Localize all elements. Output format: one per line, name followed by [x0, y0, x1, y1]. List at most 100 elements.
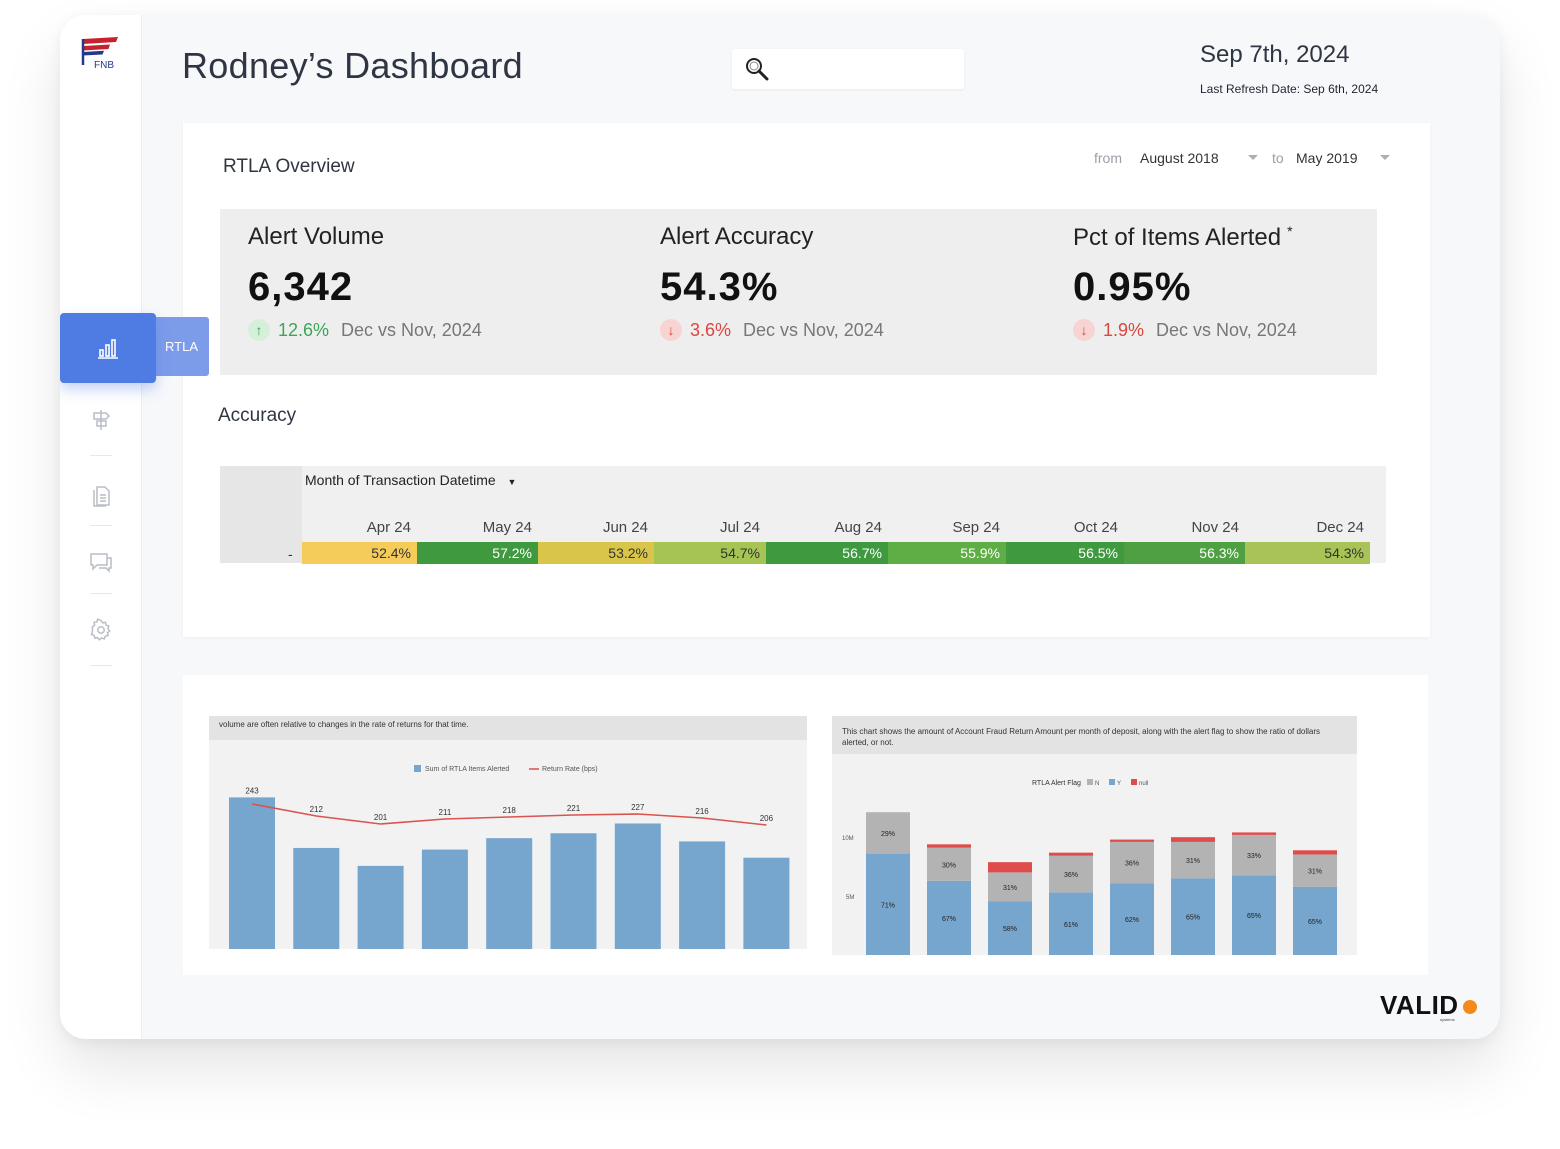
current-date: Sep 7th, 2024	[1200, 41, 1350, 68]
month-header: Apr 24	[366, 519, 411, 536]
data-label: 221	[567, 804, 581, 813]
bar	[421, 849, 468, 949]
legend-label: Sum of RTLA Items Alerted	[425, 766, 509, 773]
y-tick: 10M	[842, 836, 854, 842]
legend-swatch	[1109, 779, 1115, 785]
bar-segment-null	[1232, 832, 1276, 835]
data-label: 36%	[1125, 861, 1139, 868]
kpi-change: 3.6%	[690, 319, 732, 340]
accuracy-cell[interactable]: 56.7%	[766, 542, 888, 564]
to-chevron-down-icon[interactable]	[1380, 155, 1390, 160]
data-label: 67%	[942, 916, 956, 923]
bar-segment-y	[927, 880, 971, 955]
kpi-period: Dec vs Nov, 2024	[341, 319, 482, 340]
last-refresh-date: Last Refresh Date: Sep 6th, 2024	[1200, 82, 1379, 96]
legend-swatch	[1087, 779, 1093, 785]
bar-segment-y	[1293, 886, 1337, 955]
data-label: 36%	[1064, 872, 1078, 879]
accuracy-cell[interactable]: 54.3%	[1245, 542, 1370, 564]
bar-segment-n	[927, 847, 971, 881]
bar-segment-null	[1049, 852, 1093, 856]
bar	[357, 865, 404, 949]
bar-segment-y	[1232, 875, 1276, 955]
kpi-value: 54.3%	[660, 265, 779, 309]
bar	[293, 847, 340, 949]
bar-segment-null	[1110, 839, 1154, 842]
arrow-down-icon: ↓	[1073, 319, 1095, 341]
kpi-panel: Alert Volume 6,342 ↑ 12.6% Dec vs Nov, 2…	[220, 209, 1377, 375]
from-chevron-down-icon[interactable]	[1248, 155, 1258, 160]
to-select[interactable]: May 2019	[1296, 150, 1358, 166]
signpost-icon[interactable]	[86, 405, 116, 435]
from-label: from	[1094, 150, 1122, 166]
data-label: 71%	[881, 902, 895, 909]
legend-label: Y	[1117, 781, 1121, 787]
arrow-up-icon: ↑	[248, 319, 270, 341]
chat-icon[interactable]	[86, 547, 116, 577]
kpi-label: Pct of Items Alerted *	[1073, 223, 1293, 251]
data-label: 227	[631, 803, 645, 812]
accuracy-cell[interactable]: 55.9%	[888, 542, 1006, 564]
bar-segment-n	[1110, 841, 1154, 884]
kpi-period: Dec vs Nov, 2024	[1156, 319, 1297, 340]
data-label: 30%	[942, 862, 956, 869]
data-label: 31%	[1308, 869, 1322, 876]
sidebar: FNB	[60, 15, 142, 1039]
legend-swatch	[1131, 779, 1137, 785]
data-label: 211	[439, 808, 452, 817]
data-label: 212	[310, 805, 324, 814]
kpi-change: 1.9%	[1103, 319, 1145, 340]
accuracy-cell[interactable]: 53.2%	[538, 542, 654, 564]
data-label: 206	[760, 814, 774, 823]
data-label: 65%	[1186, 915, 1200, 922]
kpi-alert-volume: Alert Volume 6,342 ↑ 12.6% Dec vs Nov, 2…	[220, 209, 600, 375]
data-label: 31%	[1186, 858, 1200, 865]
valid-logo: VALID	[1380, 990, 1459, 1020]
line-series	[251, 803, 767, 826]
kpi-pct-items-alerted: Pct of Items Alerted * 0.95% ↓ 1.9% Dec v…	[1045, 209, 1425, 375]
search-input[interactable]	[732, 49, 964, 89]
to-label: to	[1272, 150, 1284, 166]
data-label: 216	[695, 807, 709, 816]
accuracy-title: Accuracy	[218, 405, 297, 426]
legend-label: Return Rate (bps)	[542, 766, 598, 773]
month-header: Nov 24	[1191, 519, 1239, 536]
bar	[743, 857, 790, 949]
data-label: 61%	[1064, 922, 1078, 929]
accuracy-cell[interactable]: 56.5%	[1006, 542, 1124, 564]
gear-icon[interactable]	[86, 615, 116, 645]
from-select[interactable]: August 2018	[1140, 150, 1219, 166]
nav-rtla-button[interactable]	[60, 313, 156, 383]
data-label: 218	[503, 806, 517, 815]
accuracy-cell[interactable]: 54.7%	[654, 542, 766, 564]
rtla-overview-card: RTLA Overview from August 2018 to May 20…	[183, 123, 1430, 637]
document-icon[interactable]	[86, 481, 116, 511]
data-label: 65%	[1308, 919, 1322, 926]
fraud-return-stacked-chart: This chart shows the amount of Account F…	[832, 716, 1357, 955]
accuracy-heatmap-table: Month of Transaction Datetime ▼ - Apr 24…	[220, 466, 1386, 564]
data-label: 31%	[1003, 885, 1017, 892]
accuracy-column-header[interactable]: Month of Transaction Datetime ▼	[305, 472, 517, 488]
bar	[229, 797, 275, 949]
month-header: Jun 24	[602, 519, 648, 536]
valid-logo-dot	[1463, 1000, 1477, 1014]
logo-text: FNB	[94, 60, 114, 71]
bar	[486, 838, 533, 949]
page-title: Rodney’s Dashboard	[182, 45, 523, 86]
kpi-value: 6,342	[248, 265, 354, 309]
accuracy-cell[interactable]: 57.2%	[417, 542, 538, 564]
bar-segment-y	[1171, 878, 1215, 955]
bar-segment-y	[1049, 892, 1093, 955]
accuracy-cell[interactable]: 52.4%	[302, 542, 417, 564]
data-label: 58%	[1003, 926, 1017, 933]
accuracy-cell[interactable]: 56.3%	[1124, 542, 1245, 564]
fnb-logo[interactable]: FNB	[80, 35, 122, 75]
overview-title: RTLA Overview	[223, 156, 355, 177]
bar-segment-n	[988, 872, 1032, 902]
bar-segment-n	[1171, 841, 1215, 879]
data-label: 243	[245, 786, 259, 795]
bar-segment-y	[866, 853, 910, 955]
kpi-label: Alert Accuracy	[660, 223, 814, 250]
month-header: Jul 24	[719, 519, 760, 536]
